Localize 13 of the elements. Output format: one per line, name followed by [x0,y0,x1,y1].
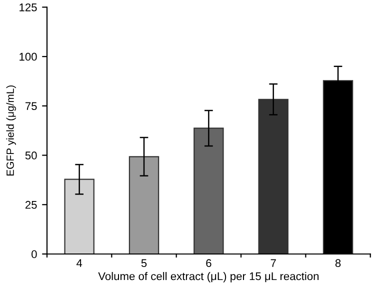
y-axis-title: EGFP yield (μg/mL) [6,85,16,176]
y-tick-label: 75 [25,102,37,110]
x-tick-label: 8 [335,259,341,268]
y-tick-label: 125 [20,3,37,12]
x-axis-title: Volume of cell extract (μL) per 15 μL reaction [98,272,319,282]
x-tick-label: 4 [76,259,82,267]
y-tick-label: 50 [25,152,37,160]
x-tick-label: 5 [141,259,147,268]
y-tick-label: 25 [25,200,37,209]
x-tick-label: 7 [270,259,276,267]
y-tick-label: 0 [32,250,37,258]
y-tick-label: 100 [20,52,37,61]
x-tick-label: 6 [206,259,212,268]
